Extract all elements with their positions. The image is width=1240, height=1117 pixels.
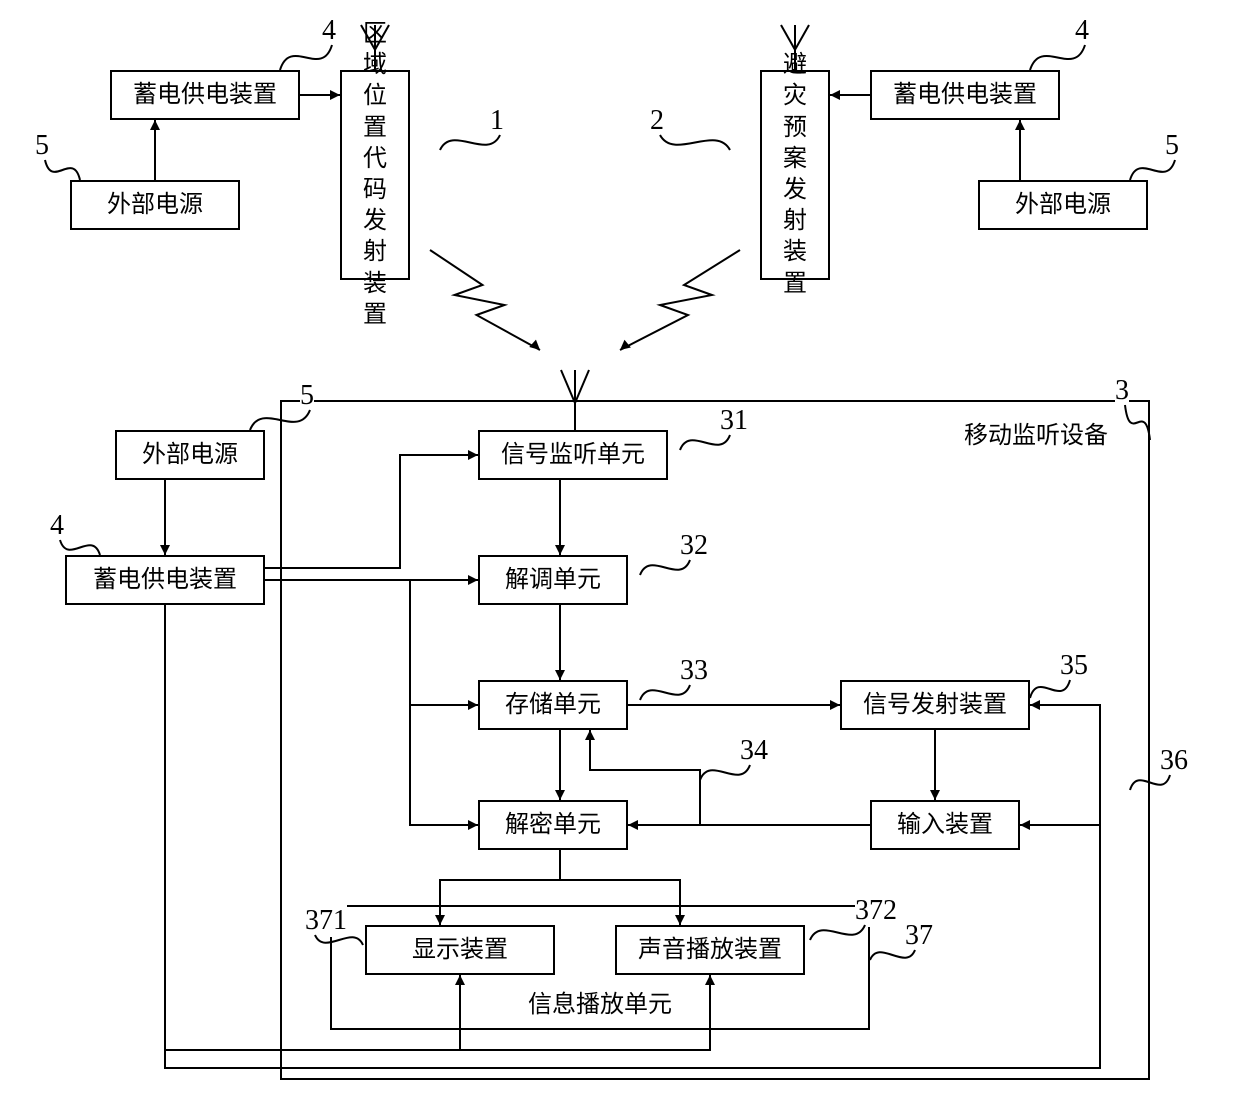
ref-35: 35 [1060,650,1088,682]
ref-5c: 5 [300,380,314,412]
ref-37: 37 [905,920,933,952]
mid-battery-box: 蓄电供电装置 [65,555,265,605]
ref-5a: 5 [35,130,49,162]
ref-1: 1 [490,105,504,137]
top-right-ext-power-box: 外部电源 [978,180,1148,230]
sig-tx-label: 信号发射装置 [863,691,1007,720]
input-dev-label: 输入装置 [897,811,993,840]
play-unit-label: 信息播放单元 [528,991,672,1020]
demod-label: 解调单元 [505,566,601,595]
ref-4a: 4 [322,15,336,47]
plan-tx-label: 避灾预案发射装置 [783,50,807,300]
ref-2: 2 [650,105,664,137]
top-right-battery-label: 蓄电供电装置 [893,81,1037,110]
ref-3: 3 [1115,375,1129,407]
top-right-ext-power-label: 外部电源 [1015,191,1111,220]
decrypt-box: 解密单元 [478,800,628,850]
display-label: 显示装置 [412,936,508,965]
plan-tx-box: 避灾预案发射装置 [760,70,830,280]
signal-monitor-label: 信号监听单元 [501,441,645,470]
top-right-battery-box: 蓄电供电装置 [870,70,1060,120]
mid-ext-power-label: 外部电源 [142,441,238,470]
ref-33: 33 [680,655,708,687]
ref-371: 371 [305,905,347,937]
ref-5b: 5 [1165,130,1179,162]
ref-4c: 4 [50,510,64,542]
ref-32: 32 [680,530,708,562]
ref-31: 31 [720,405,748,437]
ref-4b: 4 [1075,15,1089,47]
top-left-ext-power-label: 外部电源 [107,191,203,220]
top-left-ext-power-box: 外部电源 [70,180,240,230]
area-tx-box: 区域位置代码发射装置 [340,70,410,280]
display-box: 显示装置 [365,925,555,975]
decrypt-label: 解密单元 [505,811,601,840]
sig-tx-box: 信号发射装置 [840,680,1030,730]
signal-monitor-box: 信号监听单元 [478,430,668,480]
area-tx-label: 区域位置代码发射装置 [363,19,387,331]
ref-36: 36 [1160,745,1188,777]
input-dev-box: 输入装置 [870,800,1020,850]
mid-battery-label: 蓄电供电装置 [93,566,237,595]
storage-label: 存储单元 [505,691,601,720]
mobile-device-label: 移动监听设备 [964,422,1108,451]
top-left-battery-box: 蓄电供电装置 [110,70,300,120]
demod-box: 解调单元 [478,555,628,605]
ref-34: 34 [740,735,768,767]
sound-label: 声音播放装置 [638,936,782,965]
sound-box: 声音播放装置 [615,925,805,975]
mid-ext-power-box: 外部电源 [115,430,265,480]
ref-372: 372 [855,895,897,927]
top-left-battery-label: 蓄电供电装置 [133,81,277,110]
storage-box: 存储单元 [478,680,628,730]
